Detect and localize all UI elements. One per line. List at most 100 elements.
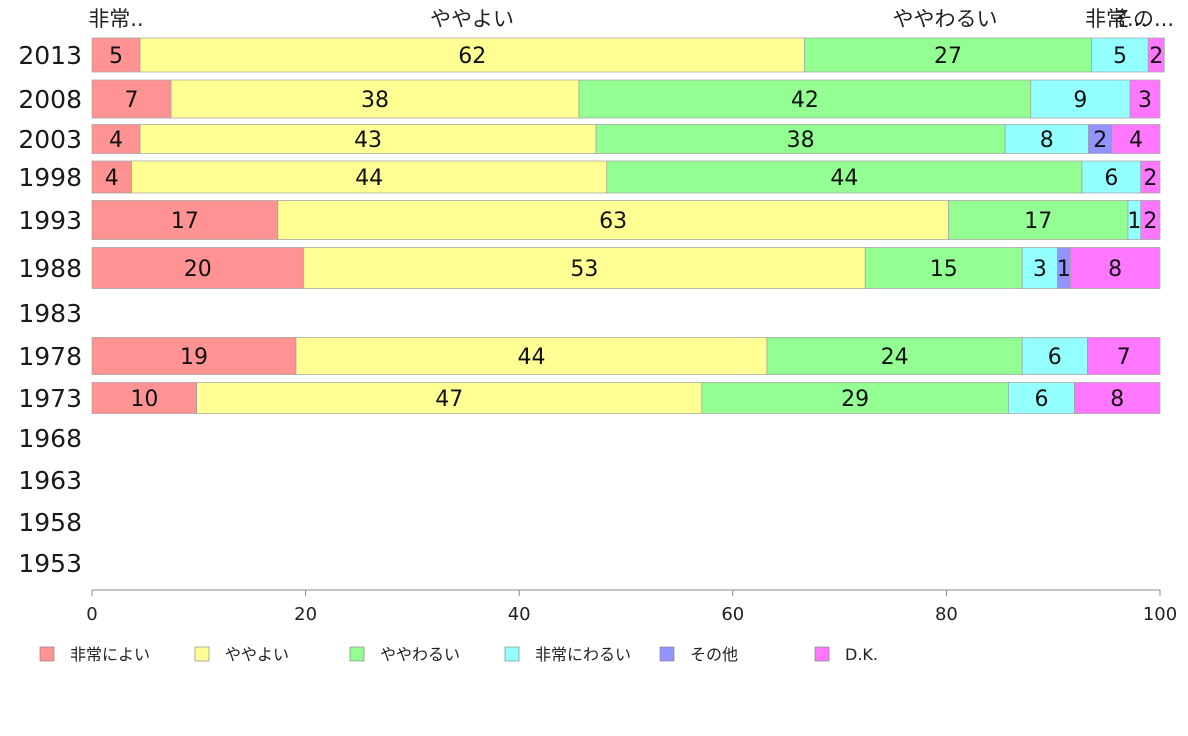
bar-rows: 5 62 27 5 27 38 42 9 34 43 38 8 2 44 44 44 6 217 63 17 1 220 5…	[91, 37, 1165, 414]
segment-value-label: 17	[171, 209, 199, 234]
segment-value-label: 5	[109, 44, 123, 69]
bar-segment	[864, 247, 1023, 289]
year-label: 1978	[18, 342, 82, 371]
bar-segment	[1140, 200, 1161, 240]
segment-value-label: 38	[361, 88, 389, 113]
segment-value-label: 19	[180, 345, 208, 370]
legend-swatch	[349, 646, 365, 662]
top-category-label: 非常...	[1085, 7, 1147, 31]
year-label: 2003	[18, 125, 82, 154]
segment-value-label: 7	[1117, 345, 1131, 370]
bar-segment	[131, 160, 608, 194]
legend-label: 非常にわるい	[535, 645, 631, 664]
x-tick-label: 40	[508, 604, 531, 625]
segment-value-label: 8	[1110, 387, 1124, 412]
bar-segment	[91, 79, 172, 119]
top-category-label: 非常..	[88, 7, 143, 31]
x-tick-label: 100	[1143, 604, 1177, 625]
bar-segment	[1087, 337, 1161, 375]
segment-value-label: 44	[355, 166, 383, 191]
bar-row: 19 44 24 6 7	[91, 337, 1161, 375]
bar-segment	[1069, 247, 1161, 289]
bar-segment	[1129, 79, 1161, 119]
bar-segment	[1147, 37, 1165, 73]
segment-value-label: 4	[1129, 128, 1143, 153]
top-category-labels: 非常.. ややよい ややわるい 非常...その...	[88, 7, 1174, 31]
year-label: 2008	[18, 85, 82, 114]
segment-value-label: 43	[354, 128, 382, 153]
bar-segment	[948, 200, 1129, 240]
bar-segment	[701, 382, 1009, 414]
segment-value-label: 2	[1093, 128, 1107, 153]
legend-swatch	[194, 646, 210, 662]
x-tick-label: 0	[86, 604, 97, 625]
legend-label: その他	[690, 645, 738, 664]
legend-label: D.K.	[845, 645, 878, 664]
year-axis: 2013 2008 2003 1998 1993 1988 1983 1978 1973 1968…	[18, 41, 82, 578]
segment-value-label: 8	[1108, 257, 1122, 282]
x-tick-label: 60	[721, 604, 744, 625]
year-label: 1988	[18, 254, 82, 283]
segment-value-label: 62	[458, 44, 486, 69]
legend: 非常によい ややよい ややわるい 非常にわるい その他 D.K.	[39, 645, 878, 664]
year-label: 1993	[18, 206, 82, 235]
segment-value-label: 38	[787, 128, 815, 153]
segment-value-label: 6	[1048, 345, 1062, 370]
top-category-label: ややよい	[430, 7, 514, 31]
year-label: 1963	[18, 466, 82, 495]
bar-segment	[1140, 160, 1161, 194]
bar-segment	[595, 124, 1006, 154]
bar-segment	[766, 337, 1023, 375]
top-category-label: その...	[1112, 7, 1174, 31]
bar-row: 7 38 42 9 3	[91, 79, 1161, 119]
bar-segment	[91, 124, 141, 154]
bar-segment	[139, 124, 597, 154]
bar-segment	[1074, 382, 1161, 414]
legend-swatch	[39, 646, 55, 662]
bar-segment	[578, 79, 1032, 119]
bar-row: 4 44 44 6 2	[91, 160, 1161, 194]
segment-value-label: 29	[841, 387, 869, 412]
bar-segment	[91, 37, 141, 73]
segment-value-label: 47	[435, 387, 463, 412]
year-label: 1958	[18, 508, 82, 537]
year-label: 1953	[18, 549, 82, 578]
bar-row: 4 43 38 8 2 4	[91, 124, 1161, 154]
legend-swatch	[659, 646, 675, 662]
segment-value-label: 1	[1057, 257, 1071, 282]
legend-item: その他	[659, 645, 738, 664]
bar-segment	[139, 37, 805, 73]
bar-segment	[91, 200, 279, 240]
segment-value-label: 5	[1113, 44, 1127, 69]
segment-value-label: 1	[1127, 209, 1141, 234]
year-label: 1998	[18, 163, 82, 192]
legend-label: 非常によい	[70, 645, 150, 664]
segment-value-label: 2	[1149, 44, 1163, 69]
segment-value-label: 4	[109, 128, 123, 153]
bar-segment	[91, 382, 198, 414]
bar-segment	[91, 247, 304, 289]
segment-value-label: 7	[125, 88, 139, 113]
bar-segment	[1030, 79, 1131, 119]
legend-swatch	[814, 646, 830, 662]
year-label: 1973	[18, 384, 82, 413]
segment-value-label: 63	[599, 209, 627, 234]
legend-item: D.K.	[814, 645, 878, 664]
bar-row: 17 63 17 1 2	[91, 200, 1161, 240]
segment-value-label: 3	[1033, 257, 1047, 282]
bar-row: 5 62 27 5 2	[91, 37, 1165, 73]
legend-item: 非常にわるい	[504, 645, 631, 664]
year-label: 1968	[18, 424, 82, 453]
segment-value-label: 2	[1143, 209, 1157, 234]
year-label: 2013	[18, 41, 82, 70]
legend-label: ややよい	[225, 645, 289, 664]
bar-segment	[804, 37, 1092, 73]
bar-segment	[606, 160, 1083, 194]
segment-value-label: 27	[934, 44, 962, 69]
segment-value-label: 6	[1104, 166, 1118, 191]
bar-segment	[91, 160, 132, 194]
bar-segment	[303, 247, 866, 289]
legend-swatch	[504, 646, 520, 662]
year-label: 1983	[18, 299, 82, 328]
